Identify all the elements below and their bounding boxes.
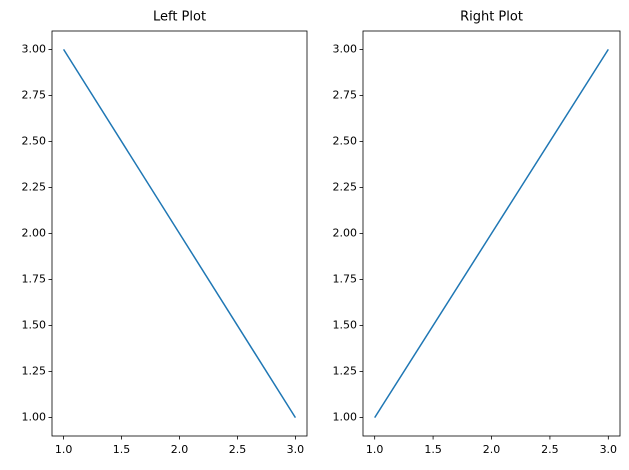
x-tick-label: 1.0 <box>55 443 73 456</box>
y-tick-label: 2.25 <box>22 180 47 193</box>
x-tick-label: 2.5 <box>541 443 559 456</box>
y-tick-label: 1.75 <box>333 273 358 286</box>
x-tick-label: 1.5 <box>424 443 442 456</box>
x-tick-label: 3.0 <box>600 443 618 456</box>
y-tick-label: 2.00 <box>22 227 47 240</box>
x-tick-label: 2.0 <box>483 443 501 456</box>
y-tick-label: 3.00 <box>22 42 47 55</box>
y-tick-label: 3.00 <box>333 42 358 55</box>
x-tick-label: 1.0 <box>366 443 384 456</box>
chart-title: Right Plot <box>460 10 523 25</box>
x-tick-label: 2.5 <box>229 443 247 456</box>
y-tick-label: 1.00 <box>22 411 47 424</box>
plot-frame <box>362 30 621 437</box>
y-tick-label: 1.50 <box>22 319 47 332</box>
y-tick-label: 2.25 <box>333 180 358 193</box>
x-tick-label: 3.0 <box>287 443 305 456</box>
chart-title: Left Plot <box>153 10 206 25</box>
x-tick-label: 1.5 <box>113 443 131 456</box>
y-tick-label: 1.25 <box>22 365 47 378</box>
y-tick-label: 1.50 <box>333 319 358 332</box>
x-tick-label: 2.0 <box>171 443 189 456</box>
data-line <box>62 49 297 418</box>
data-line <box>374 49 609 418</box>
y-tick-label: 1.25 <box>333 365 358 378</box>
y-tick-label: 1.75 <box>22 273 47 286</box>
y-tick-label: 2.50 <box>333 134 358 147</box>
plot-frame <box>51 30 308 437</box>
y-tick-label: 2.50 <box>22 134 47 147</box>
y-tick-label: 1.00 <box>333 411 358 424</box>
y-tick-label: 2.75 <box>22 88 47 101</box>
y-tick-label: 2.75 <box>333 88 358 101</box>
y-tick-label: 2.00 <box>333 227 358 240</box>
